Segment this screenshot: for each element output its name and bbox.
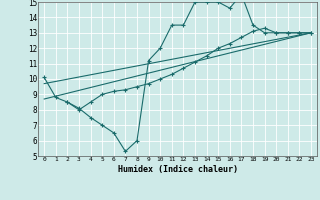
X-axis label: Humidex (Indice chaleur): Humidex (Indice chaleur) (118, 165, 238, 174)
